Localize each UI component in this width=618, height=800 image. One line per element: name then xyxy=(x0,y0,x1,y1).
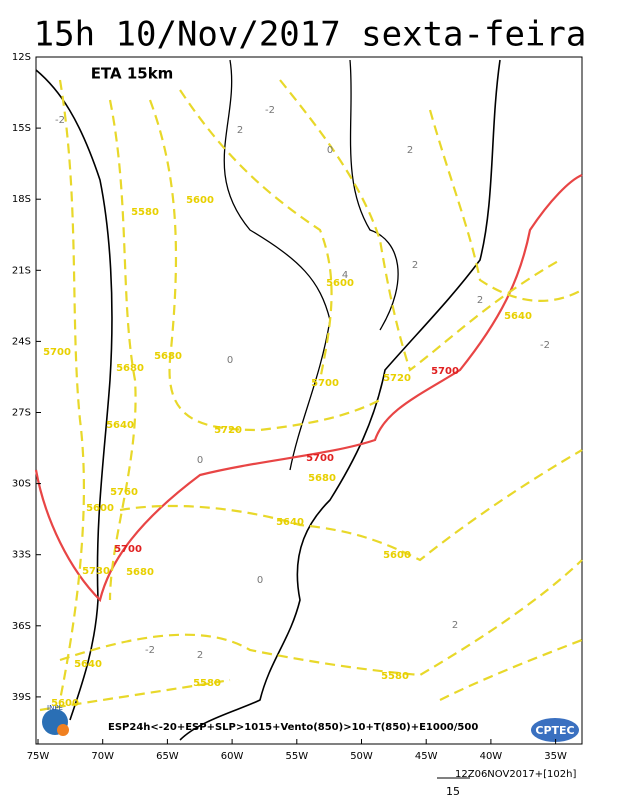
lat-label: 21S xyxy=(12,265,31,276)
contour-label: 5680 xyxy=(308,473,336,484)
lon-label: 70W xyxy=(91,751,114,762)
contour-label: 5700 xyxy=(431,366,459,377)
coastline-west xyxy=(35,69,113,721)
isoline-5700 xyxy=(34,173,583,603)
lat-label: 24S xyxy=(12,336,31,347)
contour-label: 5600 xyxy=(383,550,411,561)
contour-label: 5640 xyxy=(106,420,134,431)
contours xyxy=(34,59,583,741)
contour-label: 5680 xyxy=(154,351,182,362)
lon-label: 55W xyxy=(285,751,308,762)
contour-label: 2 xyxy=(197,650,203,661)
lon-label: 75W xyxy=(27,751,50,762)
contour-label: 5680 xyxy=(126,567,154,578)
lon-label: 45W xyxy=(415,751,438,762)
logo-cptec: CPTEC xyxy=(531,718,579,742)
logo-inpe: INPE xyxy=(42,704,69,736)
border xyxy=(349,59,399,331)
contour-label: 0 xyxy=(227,355,233,366)
logo-text: CPTEC xyxy=(535,724,574,737)
contour-label: 2 xyxy=(412,260,418,271)
legend-caption: ESP24h<-20+ESP+SLP>1015+Vento(850)>10+T(… xyxy=(108,722,478,733)
lon-label: 65W xyxy=(156,751,179,762)
lat-label: 27S xyxy=(12,408,31,419)
logo-text: INPE xyxy=(47,704,63,712)
contour-label: 5580 xyxy=(131,207,159,218)
contour-label: 5730 xyxy=(82,566,110,577)
contour-label: 5700 xyxy=(114,544,142,555)
lon-label: 50W xyxy=(350,751,373,762)
lat-label: 12S xyxy=(12,52,31,63)
contour-label: 5760 xyxy=(110,487,138,498)
contour-label: -2 xyxy=(540,340,550,351)
contour-label: 2 xyxy=(237,125,243,136)
contour-label: -2 xyxy=(145,645,155,656)
isolines-yellow xyxy=(39,79,583,712)
contour-label: 5680 xyxy=(116,363,144,374)
contour-label: 5600 xyxy=(86,503,114,514)
contour-label: 5580 xyxy=(381,671,409,682)
lat-label: 15S xyxy=(12,123,31,134)
lat-label: 39S xyxy=(12,692,31,703)
contour-label: 0 xyxy=(327,145,333,156)
contour-label: 2 xyxy=(477,295,483,306)
lat-label: 30S xyxy=(12,479,31,490)
lat-label: 33S xyxy=(12,550,31,561)
contour-label: 0 xyxy=(257,575,263,586)
contour-label: 5640 xyxy=(276,517,304,528)
contour-label: 5640 xyxy=(74,659,102,670)
border xyxy=(223,59,331,471)
contour-label: 5720 xyxy=(214,425,242,436)
model-label: ETA 15km xyxy=(91,65,174,83)
lon-label: 60W xyxy=(221,751,244,762)
contour-label: 5600 xyxy=(186,195,214,206)
contour-label: 0 xyxy=(197,455,203,466)
map-title: 15h 10/Nov/2017 sexta-feira xyxy=(34,15,587,55)
lon-label: 35W xyxy=(544,751,567,762)
lat-label: 36S xyxy=(12,621,31,632)
run-hour: 15 xyxy=(446,785,460,798)
contour-label: 4 xyxy=(342,270,348,281)
contour-label: 5640 xyxy=(504,311,532,322)
contour-label: 5600 xyxy=(51,698,79,709)
contour-label: -2 xyxy=(265,105,275,116)
contour-label: -2 xyxy=(55,115,65,126)
contour-label: 5700 xyxy=(43,347,71,358)
contour-label: 5700 xyxy=(306,453,334,464)
contour-label: 5600 xyxy=(326,278,354,289)
contour-label: 5720 xyxy=(383,373,411,384)
run-info: 12Z06NOV2017+[102h] xyxy=(455,769,576,780)
contour-label: 5580 xyxy=(193,678,221,689)
contour-label: 5700 xyxy=(311,378,339,389)
lon-label: 40W xyxy=(480,751,503,762)
contour-label: 2 xyxy=(407,145,413,156)
lat-label: 18S xyxy=(12,194,31,205)
contour-label: 2 xyxy=(452,620,458,631)
coastline-east xyxy=(179,59,501,741)
